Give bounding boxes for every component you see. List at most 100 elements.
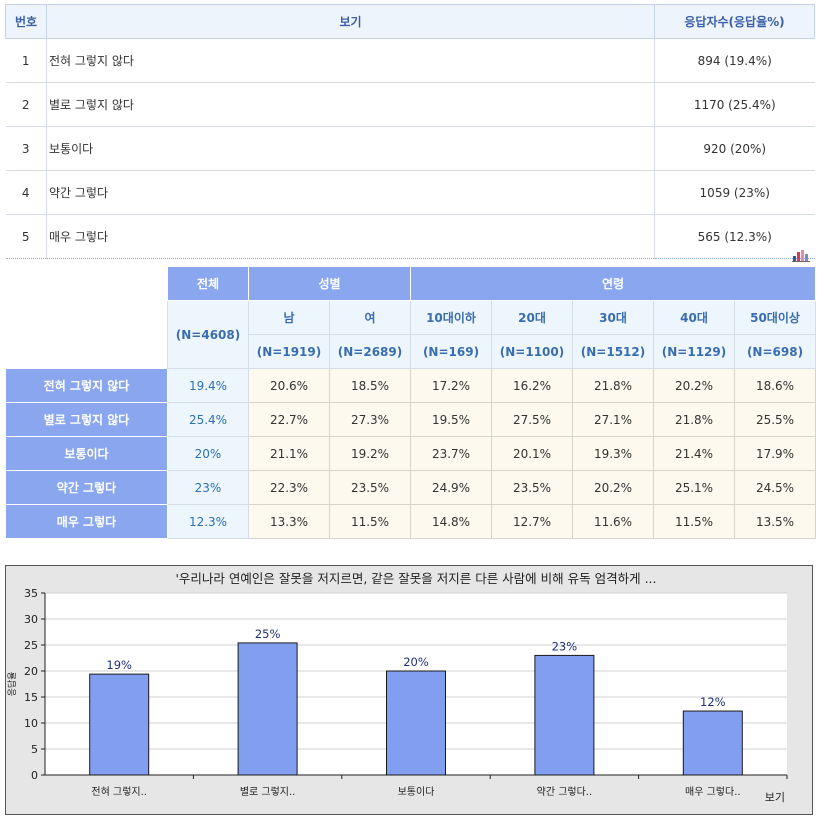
crosstab-group-n: (N=698) — [733, 334, 817, 369]
bar-data-label: 12% — [700, 695, 726, 709]
response-count: 920 (20%) — [654, 126, 815, 171]
bar — [237, 642, 298, 776]
bar — [386, 670, 446, 776]
y-tick-label: 30 — [24, 613, 38, 626]
crosstab-value: 20.1% — [491, 436, 573, 471]
response-count: 894 (19.4%) — [654, 38, 815, 83]
crosstab-group-label: 10대이하 — [410, 300, 492, 335]
response-number: 4 — [5, 170, 47, 215]
crosstab-group-label: 30대 — [572, 300, 654, 335]
response-count: 565 (12.3%) — [654, 214, 815, 259]
header-count: 응답자수(응답율%) — [654, 4, 815, 39]
header-number: 번호 — [5, 4, 47, 39]
crosstab-value: 19.2% — [329, 436, 411, 471]
crosstab-row-label: 전혀 그렇지 않다 — [5, 368, 168, 403]
y-axis-label: 응답율 — [6, 672, 18, 697]
crosstab-group-label: 여 — [329, 300, 411, 335]
crosstab-value: 13.3% — [248, 504, 330, 539]
response-option: 약간 그렇다 — [46, 170, 655, 215]
response-count: 1059 (23%) — [654, 170, 815, 215]
crosstab-value: 21.8% — [653, 402, 735, 437]
crosstab-row: 전혀 그렇지 않다 19.4% 20.6% 18.5% 17.2% 16.2% 21.8% 2… — [5, 368, 817, 403]
response-option: 매우 그렇다 — [46, 214, 655, 259]
bar-data-label: 25% — [255, 627, 281, 641]
crosstab-value: 11.5% — [653, 504, 735, 539]
bar-chart-icon[interactable] — [792, 248, 810, 262]
crosstab-row-label: 매우 그렇다 — [5, 504, 168, 539]
crosstab-value: 27.1% — [572, 402, 654, 437]
crosstab-group-n: (N=169) — [410, 334, 492, 369]
response-count: 1170 (25.4%) — [654, 82, 815, 127]
crosstab-value: 17.2% — [410, 368, 492, 403]
crosstab-value: 20.2% — [572, 470, 654, 505]
x-tick-label: 보통이다 — [398, 786, 435, 798]
crosstab-value: 23.7% — [410, 436, 492, 471]
response-table-header: 번호 보기 응답자수(응답율%) — [5, 4, 815, 39]
crosstab-row: 매우 그렇다 12.3% 13.3% 11.5% 14.8% 12.7% 11.6% 11.5… — [5, 504, 817, 539]
y-tick-label: 20 — [24, 665, 38, 678]
crosstab-group-label: 40대 — [653, 300, 735, 335]
crosstab-total-value: 20% — [167, 436, 249, 471]
response-row: 1 전혀 그렇지 않다 894 (19.4%) — [5, 38, 815, 83]
bar-data-label: 20% — [403, 655, 429, 669]
crosstab-row-label: 별로 그렇지 않다 — [5, 402, 168, 437]
crosstab-value: 20.2% — [653, 368, 735, 403]
crosstab-value: 25.5% — [733, 402, 817, 437]
x-tick-label: 약간 그렇다.. — [537, 785, 593, 798]
crosstab-corner — [5, 266, 168, 369]
crosstab-value: 18.5% — [329, 368, 411, 403]
response-option: 전혀 그렇지 않다 — [46, 38, 655, 83]
crosstab-value: 21.8% — [572, 368, 654, 403]
crosstab-gender-header: 성별 — [248, 266, 411, 301]
crosstab-value: 22.3% — [248, 470, 330, 505]
x-tick-label: 전혀 그렇지.. — [91, 785, 147, 798]
y-tick-label: 15 — [24, 691, 38, 704]
bar — [682, 710, 743, 776]
y-tick-label: 25 — [24, 639, 38, 652]
crosstab-value: 17.9% — [733, 436, 817, 471]
response-row: 4 약간 그렇다 1059 (23%) — [5, 170, 815, 215]
crosstab-total-header: 전체 — [167, 266, 249, 301]
crosstab-value: 24.9% — [410, 470, 492, 505]
crosstab-row-label: 보통이다 — [5, 436, 168, 471]
crosstab-group-n: (N=1919) — [248, 334, 330, 369]
y-tick-label: 0 — [31, 769, 38, 782]
crosstab-value: 12.7% — [491, 504, 573, 539]
crosstab-group-label: 50대이상 — [733, 300, 817, 335]
crosstab-group-n: (N=1129) — [653, 334, 735, 369]
crosstab-value: 23.5% — [491, 470, 573, 505]
response-number: 2 — [5, 82, 47, 127]
crosstab-value: 19.5% — [410, 402, 492, 437]
crosstab-value: 24.5% — [733, 470, 817, 505]
y-tick-label: 5 — [31, 743, 38, 756]
crosstab-value: 16.2% — [491, 368, 573, 403]
y-tick-label: 10 — [24, 717, 38, 730]
crosstab-group-n: (N=1512) — [572, 334, 654, 369]
bar-data-label: 19% — [106, 658, 132, 672]
response-row: 3 보통이다 920 (20%) — [5, 126, 815, 171]
chart-title: '우리나라 연예인은 잘못을 저지르면, 같은 잘못을 저지른 다른 사람에 비… — [175, 571, 656, 586]
response-option: 보통이다 — [46, 126, 655, 171]
crosstab-row: 별로 그렇지 않다 25.4% 22.7% 27.3% 19.5% 27.5% 27.1% 2… — [5, 402, 817, 437]
crosstab-group-n: (N=1100) — [491, 334, 573, 369]
bar-chart: '우리나라 연예인은 잘못을 저지르면, 같은 잘못을 저지른 다른 사람에 비… — [6, 571, 788, 804]
crosstab-value: 21.4% — [653, 436, 735, 471]
bar — [89, 673, 150, 776]
crosstab-group-n: (N=2689) — [329, 334, 411, 369]
crosstab-value: 21.1% — [248, 436, 330, 471]
crosstab-value: 13.5% — [733, 504, 817, 539]
response-number: 3 — [5, 126, 47, 171]
response-row: 2 별로 그렇지 않다 1170 (25.4%) — [5, 82, 815, 127]
y-tick-label: 35 — [24, 587, 38, 600]
crosstab-value: 23.5% — [329, 470, 411, 505]
response-table: 번호 보기 응답자수(응답율%) 1 전혀 그렇지 않다 894 (19.4%) 2 별… — [5, 4, 815, 259]
x-axis-label: 보기 — [765, 791, 785, 804]
crosstab-value: 25.1% — [653, 470, 735, 505]
crosstab-group-label: 남 — [248, 300, 330, 335]
bar-data-label: 23% — [552, 639, 578, 653]
crosstab-value: 27.3% — [329, 402, 411, 437]
response-number: 5 — [5, 214, 47, 259]
crosstab-row: 약간 그렇다 23% 22.3% 23.5% 24.9% 23.5% 20.2% 25.1% 2… — [5, 470, 817, 505]
crosstab-value: 14.8% — [410, 504, 492, 539]
crosstab-row: 보통이다 20% 21.1% 19.2% 23.7% 20.1% 19.3% 21.4% 17.… — [5, 436, 817, 471]
